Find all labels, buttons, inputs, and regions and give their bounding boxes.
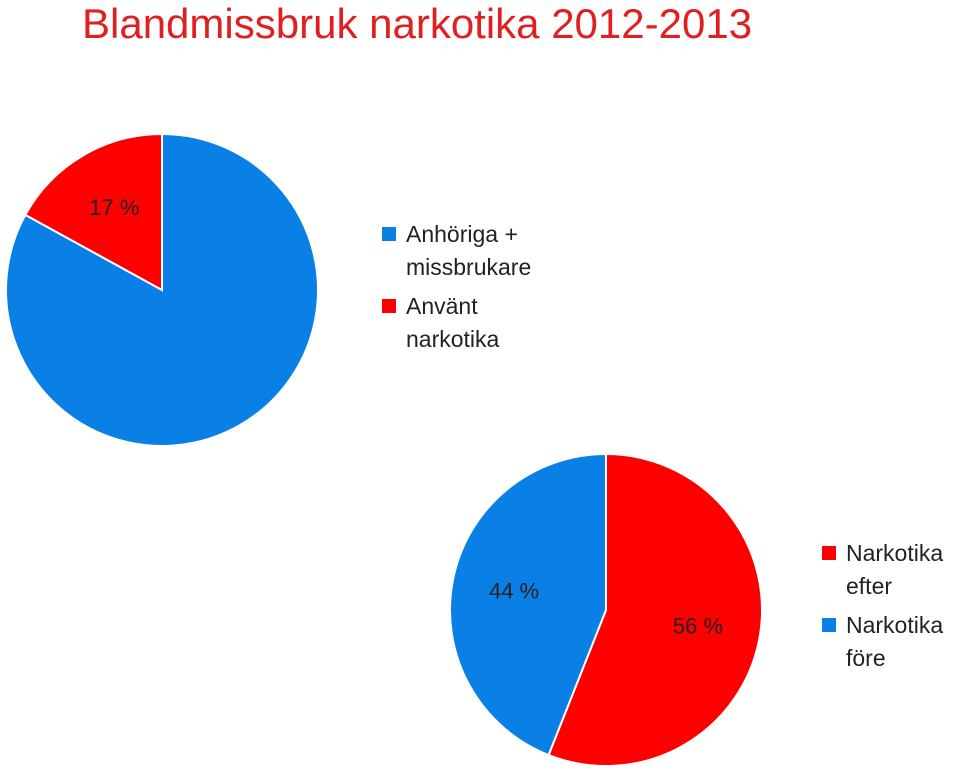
legend-label: Anhöriga + missbrukare — [406, 221, 532, 280]
legend-swatch — [822, 618, 836, 632]
legend-label: Narkotika före — [846, 612, 944, 671]
data-label: 17 % — [89, 195, 139, 220]
data-label: 44 % — [489, 578, 539, 603]
legend-label: Narkotika efter — [846, 540, 944, 599]
legend-item: Anhöriga + missbrukare — [382, 218, 532, 284]
legend-swatch — [382, 227, 396, 241]
legend-label: Använt narkotika — [406, 293, 500, 352]
legend: Anhöriga + missbrukare Använt narkotika — [382, 218, 532, 362]
legend-swatch — [822, 546, 836, 560]
pie-slice — [449, 452, 607, 757]
legend-swatch — [382, 299, 396, 313]
pie-slice — [547, 452, 763, 767]
pie-slice — [23, 132, 163, 292]
legend: Narkotika efter Narkotika före — [822, 537, 957, 681]
page-title: Blandmissbruk narkotika 2012-2013 — [82, 0, 753, 47]
legend-item: Narkotika före — [822, 609, 957, 675]
legend-item: Använt narkotika — [382, 290, 532, 356]
legend-item: Narkotika efter — [822, 537, 957, 603]
data-label: 56 % — [673, 613, 723, 638]
